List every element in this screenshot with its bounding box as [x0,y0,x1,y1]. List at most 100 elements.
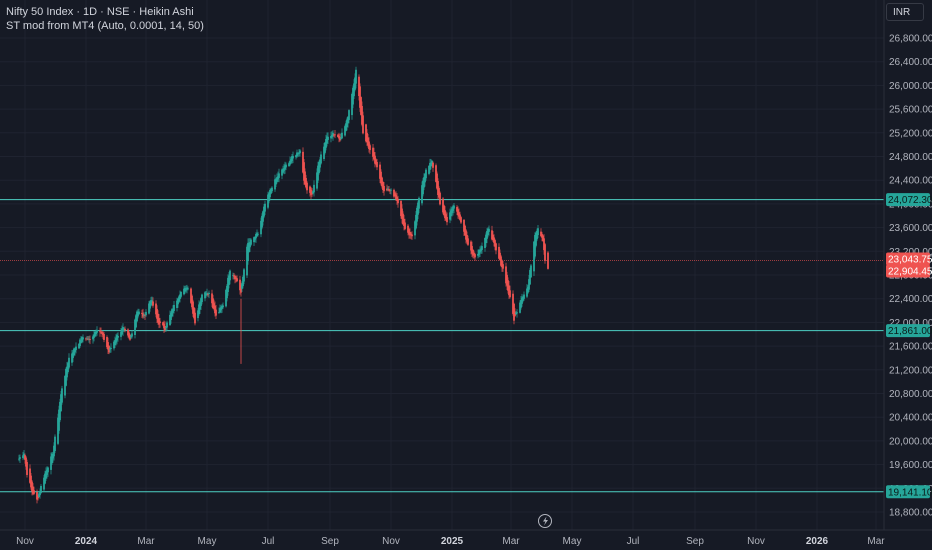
candle-body [429,162,431,170]
candle-body [163,323,165,329]
candle-body [220,307,222,311]
candle-body [348,110,350,121]
price-tick-label: 26,800.00 [889,34,932,45]
candle-body [226,285,228,299]
candle-body [243,269,245,282]
symbol-title[interactable]: Nifty 50 Index · 1D · NSE · Heikin Ashi [6,6,194,18]
candle-body [410,233,412,236]
candle-body [197,310,199,319]
candle-body [402,213,404,225]
candle-body [221,305,223,309]
candle-body [466,235,468,242]
price-tick-label: 18,800.00 [889,508,932,519]
candlestick-series [18,66,549,504]
candle-body [144,314,146,316]
candle-body [85,338,87,340]
candle-body [262,211,264,222]
candle-body [263,206,265,217]
candle-body [491,230,493,240]
candle-body [449,212,451,220]
candle-body [239,279,241,291]
candle-body [533,241,535,272]
candle-body [94,331,96,337]
candle-body [537,228,539,236]
candle-body [45,471,47,479]
candle-body [528,279,530,290]
price-tick-label: 20,400.00 [889,413,932,424]
candle-body [428,165,430,174]
candle-body [250,239,252,245]
candle-body [186,287,188,290]
candle-body [50,456,52,470]
candle-body [519,302,521,313]
candle-body [257,233,259,235]
candle-body [222,305,224,308]
price-tick-label: 20,800.00 [889,389,932,400]
candle-body [137,311,139,317]
candle-body [134,319,136,335]
time-tick-label: Mar [502,536,520,547]
candle-body [346,119,348,128]
price-axis-labels: 24,072.30 21,861.00 19,141.10 23,043.7522,9… [886,193,932,499]
candle-body [19,457,21,459]
candle-body [86,338,88,340]
candle-body [234,275,236,280]
candle-body [547,252,549,269]
candle-body [39,490,41,496]
candle-body [354,77,356,90]
candle-body [416,207,418,222]
price-tick-label: 26,400.00 [889,57,932,68]
candle-body [101,332,103,334]
candle-body [380,171,382,184]
candle-body [235,277,237,279]
candle-body [212,298,214,309]
candle-body [407,225,409,233]
candle-body [33,490,35,494]
candle-body [148,303,150,314]
candle-body [65,368,67,386]
candle-body [369,145,371,151]
candle-body [110,347,112,349]
candle-body [523,294,525,299]
candle-body [430,162,432,167]
candle-body [52,454,54,459]
lightning-icon[interactable] [538,514,552,528]
candle-body [415,214,417,229]
indicator-title[interactable]: ST mod from MT4 (Auto, 0.0001, 14, 50) [6,20,204,32]
time-tick-label: Nov [747,536,765,547]
candle-body [37,495,39,499]
candle-body [171,309,173,317]
candle-body [418,197,420,209]
candle-body [394,193,396,197]
candle-body [187,288,189,290]
candle-body [472,249,474,256]
candle-body [411,234,413,237]
candle-body [526,288,528,297]
candle-body [47,467,49,473]
candle-body [516,312,518,314]
candle-body [192,301,194,314]
candle-body [123,328,125,330]
candle-body [436,173,438,189]
candle-body [103,334,105,340]
candle-body [193,307,195,318]
level-price-label: 21,861.00 [888,326,932,337]
candle-body [165,327,167,329]
candle-body [100,331,102,333]
price-tick-label: 22,400.00 [889,294,932,305]
candle-body [323,146,325,159]
candle-body [368,141,370,149]
candle-body [421,185,423,204]
candle-body [242,276,244,287]
candle-body [288,163,290,166]
candle-body [183,288,185,295]
candle-body [345,123,347,131]
candle-body [492,234,494,240]
candle-body [89,339,91,340]
price-tick-label: 23,200.00 [889,247,932,258]
candle-body [381,177,383,187]
candle-body [129,335,131,340]
candle-body [114,340,116,346]
currency-button[interactable]: INR [886,3,924,21]
